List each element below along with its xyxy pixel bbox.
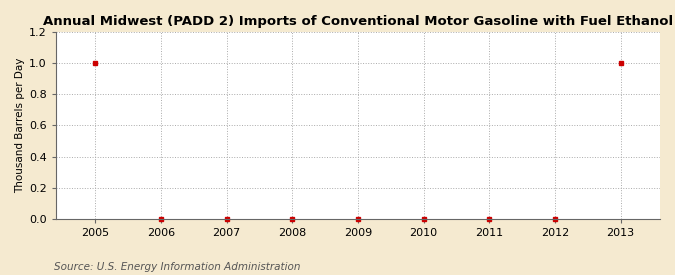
Y-axis label: Thousand Barrels per Day: Thousand Barrels per Day — [15, 58, 25, 193]
Title: Annual Midwest (PADD 2) Imports of Conventional Motor Gasoline with Fuel Ethanol: Annual Midwest (PADD 2) Imports of Conve… — [43, 15, 673, 28]
Text: Source: U.S. Energy Information Administration: Source: U.S. Energy Information Administ… — [54, 262, 300, 272]
